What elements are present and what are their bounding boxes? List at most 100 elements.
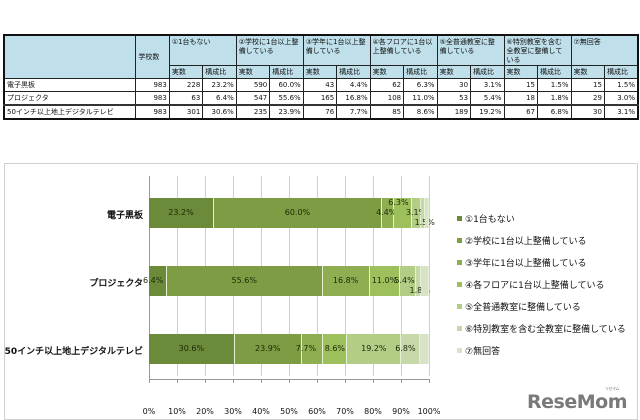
ratio-cell: 1.8% — [537, 91, 572, 106]
school-count: 983 — [135, 78, 170, 92]
count-header: 実数 — [570, 65, 605, 79]
x-tick-label: 60% — [308, 407, 326, 416]
ratio-cell: 6.4% — [202, 91, 237, 106]
group-header: ⑦無回答 — [570, 34, 639, 66]
legend-label: ①1台もない — [465, 214, 515, 225]
legend-item: ⑥特別教室を含む全教室に整備している — [457, 317, 626, 339]
y-category-label: 電子黒板 — [106, 211, 143, 221]
ratio-cell: 4.4% — [336, 78, 371, 92]
ratio-cell: 23.2% — [202, 78, 237, 92]
bar-segment: 23.9% — [234, 334, 302, 364]
data-label: 23.9% — [255, 344, 281, 353]
count-cell: 30 — [570, 104, 605, 120]
bar-segment: 19.2% — [347, 334, 402, 364]
school-count: 983 — [135, 91, 170, 106]
count-header: 実数 — [503, 65, 539, 79]
x-tick — [401, 379, 402, 383]
count-cell: 15 — [570, 78, 605, 92]
ratio-cell: 16.8% — [336, 91, 371, 106]
gridline — [429, 176, 430, 376]
y-category-label: プロジェクタ — [89, 279, 143, 289]
x-tick-label: 40% — [252, 407, 270, 416]
bar-segment: 11.0% — [369, 266, 401, 296]
legend-label: ③学年に1台以上整備している — [465, 258, 587, 269]
count-cell: 15 — [503, 78, 539, 92]
count-cell: 62 — [369, 78, 405, 92]
x-tick — [429, 379, 430, 383]
count-cell: 85 — [369, 104, 405, 120]
school-count-header: 学校数 — [135, 34, 170, 79]
x-tick — [149, 379, 150, 383]
table-row: 50インチ以上地上デジタルテレビ 983 301 30.6% 235 23.9% 76 7.7… — [3, 104, 639, 120]
count-cell: 30 — [436, 78, 472, 92]
ratio-cell: 8.6% — [403, 104, 438, 120]
count-cell: 235 — [235, 104, 271, 120]
legend-item: ⑦無回答 — [457, 339, 626, 361]
data-label: 60.0% — [284, 208, 311, 217]
ratio-cell: 6.3% — [403, 78, 438, 92]
legend-label: ⑦無回答 — [465, 346, 501, 357]
count-header: 実数 — [302, 65, 338, 79]
legend-label: ⑤全普通教室に整備している — [465, 302, 581, 313]
ratio-cell: 7.7% — [336, 104, 371, 120]
count-header: 実数 — [369, 65, 405, 79]
bar-segment: 8.6% — [323, 334, 348, 364]
ratio-cell: 19.2% — [470, 104, 505, 120]
count-cell: 590 — [235, 78, 271, 92]
x-tick-label: 70% — [336, 407, 354, 416]
data-label: 6.4% — [143, 276, 164, 285]
count-cell: 43 — [302, 78, 338, 92]
bar-segment: 30.6% — [149, 334, 235, 364]
count-cell: 165 — [302, 91, 338, 106]
x-tick — [373, 379, 374, 383]
count-cell: 53 — [436, 91, 472, 106]
bar-segment: 6.4% — [143, 266, 167, 296]
table-row: 電子黒板 983 228 23.2% 590 60.0% 43 4.4% 62 6.3% 30 3.1… — [3, 78, 639, 92]
bar-segment: 7.7% — [296, 334, 324, 364]
bar-segment: 16.8% — [322, 266, 370, 296]
chart-panel: 0% 10% 20% 30% 40% 50% 60% 70% 80% 90% 100% 電子黒板 23.… — [4, 163, 638, 420]
x-tick — [177, 379, 178, 383]
x-tick — [317, 379, 318, 383]
group-header: ④各フロアに1台以上整備している — [369, 34, 438, 66]
ratio-cell: 1.5% — [603, 78, 639, 92]
ratio-cell: 1.5% — [537, 78, 572, 92]
ratio-cell: 3.1% — [603, 104, 639, 120]
legend-item: ③学年に1台以上整備している — [457, 251, 626, 273]
count-cell: 301 — [168, 104, 204, 120]
data-label: 5.4% — [394, 276, 415, 285]
legend-swatch-icon — [457, 325, 462, 331]
count-header: 実数 — [436, 65, 472, 79]
count-cell: 228 — [168, 78, 204, 92]
x-tick-label: 80% — [364, 407, 382, 416]
bar-segment: 3.1% — [406, 198, 426, 228]
stacked-bar: 30.6% 23.9% 7.7% 8.6% 19.2% 6.8% — [149, 334, 429, 364]
data-label: 55.6% — [231, 276, 257, 285]
ratio-header: 構成比 — [403, 65, 438, 79]
legend-swatch-icon — [457, 347, 462, 353]
bar-segment: 4.4% — [376, 198, 396, 228]
legend-item: ②学校に1台以上整備している — [457, 229, 626, 251]
bar-segment: 1.5% — [415, 198, 435, 228]
ratio-cell: 3.1% — [470, 78, 505, 92]
legend-swatch-icon — [457, 259, 462, 265]
legend-item: ④各フロアに1台以上整備している — [457, 273, 626, 295]
x-tick-label: 50% — [280, 407, 298, 416]
count-cell: 18 — [503, 91, 539, 106]
data-label: 3.1% — [405, 208, 427, 217]
data-label: 4.4% — [375, 208, 397, 217]
data-label: 7.7% — [295, 344, 317, 353]
ratio-header: 構成比 — [470, 65, 505, 79]
ratio-cell: 3.0% — [603, 91, 639, 106]
ratio-header: 構成比 — [537, 65, 572, 79]
group-header: ②学校に1台以上整備している — [235, 34, 304, 66]
x-axis — [149, 379, 430, 380]
count-cell: 29 — [570, 91, 605, 106]
row-label: 50インチ以上地上デジタルテレビ — [3, 104, 137, 120]
x-tick — [233, 379, 234, 383]
data-label: 6.3% — [388, 198, 409, 207]
group-header: ①1台もない — [168, 34, 237, 66]
plot-area: 0% 10% 20% 30% 40% 50% 60% 70% 80% 90% 100% 電子黒板 23.… — [5, 176, 440, 416]
bar-segment: 55.6% — [166, 266, 323, 296]
stacked-bar: 6.4% 55.6% 16.8% 11.0%5.4%1.8% — [143, 266, 430, 296]
